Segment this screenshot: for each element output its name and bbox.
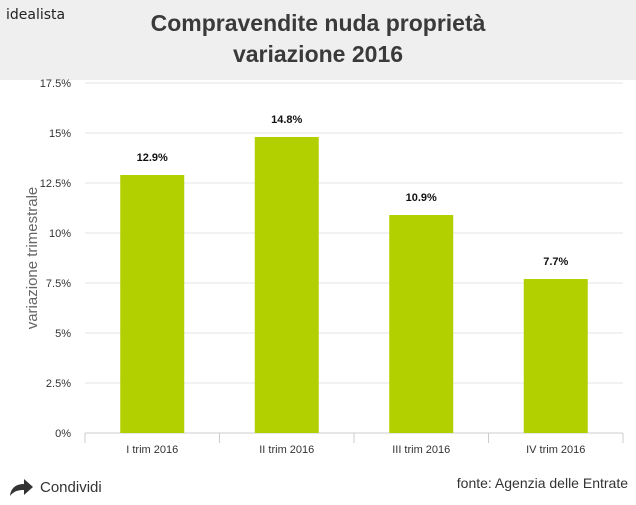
x-tick-label: II trim 2016 [259,444,314,456]
y-tick-label: 7.5% [46,278,71,290]
bar-value-label: 10.9% [406,192,437,204]
share-arrow-icon [10,479,33,496]
bar-chart: 0%2.5%5%7.5%10%12.5%15%17.5% 12.9%14.8%1… [24,78,624,456]
brand-logo[interactable]: idealista [6,7,66,23]
y-tick-label: 17.5% [40,78,71,90]
data-labels: 12.9% 14.8% 10.9% 7.7% [137,114,569,268]
bar-value-label: 7.7% [543,256,568,268]
bar-value-label: 14.8% [271,114,302,126]
source-note: fonte: Agenzia delle Entrate [456,475,628,491]
bars [120,137,588,433]
bar-value-label: 12.9% [137,152,168,164]
y-tick-label: 12.5% [40,178,71,190]
y-axis-ticks: 0% 2.5% 5% 7.5% 10% 12.5% 15% 17.5% [40,78,71,440]
chart-header: idealista Compravendite nuda proprietà v… [0,0,636,80]
chart-title-line2: variazione 2016 [232,41,404,67]
y-axis-label: variazione trimestrale [24,187,41,330]
chart-title-line1: Compravendite nuda proprietà [150,10,486,36]
y-tick-label: 0% [55,428,71,440]
y-tick-label: 2.5% [46,378,71,390]
x-tick-label: IV trim 2016 [526,444,585,456]
y-tick-label: 15% [49,128,71,140]
y-tick-label: 10% [49,228,71,240]
bar[interactable] [389,215,454,433]
x-tick-label: III trim 2016 [392,444,450,456]
y-tick-label: 5% [55,328,71,340]
bar[interactable] [523,279,588,433]
chart-title: Compravendite nuda proprietà variazione … [0,8,636,70]
x-tick-label: I trim 2016 [126,444,178,456]
share-label: Condividi [40,478,102,496]
bar[interactable] [254,137,319,433]
share-button[interactable]: Condividi [8,477,102,497]
x-axis-ticks: I trim 2016 II trim 2016 III trim 2016 IV t… [126,444,585,456]
bar[interactable] [120,175,185,433]
